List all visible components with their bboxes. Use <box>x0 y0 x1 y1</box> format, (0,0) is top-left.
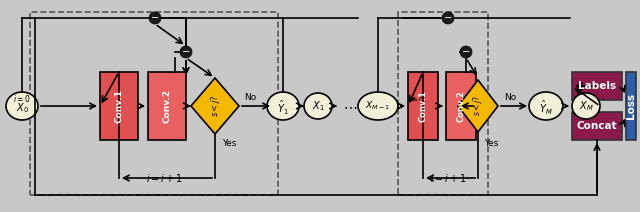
Ellipse shape <box>572 93 600 119</box>
Text: −: − <box>444 13 452 23</box>
Text: Conv.2: Conv.2 <box>163 89 172 123</box>
Circle shape <box>442 12 454 24</box>
Circle shape <box>180 46 192 58</box>
Ellipse shape <box>304 93 332 119</box>
Text: $i = i+1$: $i = i+1$ <box>429 172 467 184</box>
Circle shape <box>460 46 472 58</box>
Text: Concat: Concat <box>577 121 618 131</box>
Text: $i = i+1$: $i = i+1$ <box>146 172 182 184</box>
Text: No: No <box>244 93 256 102</box>
Text: −: − <box>182 47 190 57</box>
Bar <box>572 72 622 100</box>
Text: Conv.1: Conv.1 <box>419 90 428 122</box>
Bar <box>100 72 138 140</box>
Text: $i=0$: $i=0$ <box>408 95 424 103</box>
Text: $X_1$: $X_1$ <box>312 99 324 113</box>
Circle shape <box>149 12 161 24</box>
Text: $X_0$: $X_0$ <box>15 101 29 115</box>
Text: $\hat{Y}_M$: $\hat{Y}_M$ <box>539 99 553 117</box>
Bar <box>30 12 278 195</box>
Text: $\hat{Y}_1$: $\hat{Y}_1$ <box>277 99 289 117</box>
Bar <box>398 12 488 195</box>
Text: No: No <box>504 93 516 102</box>
Text: $s<j$?: $s<j$? <box>472 96 484 116</box>
Ellipse shape <box>358 92 398 120</box>
Text: −: − <box>151 13 159 23</box>
Bar <box>572 112 622 140</box>
Text: Yes: Yes <box>484 139 498 148</box>
Text: Labels: Labels <box>578 81 616 91</box>
Text: Conv.2: Conv.2 <box>456 90 465 122</box>
Ellipse shape <box>6 92 38 120</box>
Bar <box>446 72 476 140</box>
Text: $\cdots$: $\cdots$ <box>343 99 357 113</box>
Text: Loss: Loss <box>626 93 636 119</box>
Text: $s<j$?: $s<j$? <box>209 95 221 117</box>
Text: Conv.1: Conv.1 <box>115 89 124 123</box>
Text: Yes: Yes <box>222 139 236 148</box>
Text: $i=0$: $i=0$ <box>13 93 31 105</box>
Ellipse shape <box>267 92 299 120</box>
Ellipse shape <box>529 92 563 120</box>
Text: $X_{M-1}$: $X_{M-1}$ <box>365 100 390 112</box>
Bar <box>148 72 186 140</box>
Polygon shape <box>458 80 498 132</box>
Text: −: − <box>462 47 470 57</box>
Bar <box>408 72 438 140</box>
Text: $X_M$: $X_M$ <box>579 99 593 113</box>
Polygon shape <box>191 78 239 134</box>
Bar <box>626 72 636 140</box>
